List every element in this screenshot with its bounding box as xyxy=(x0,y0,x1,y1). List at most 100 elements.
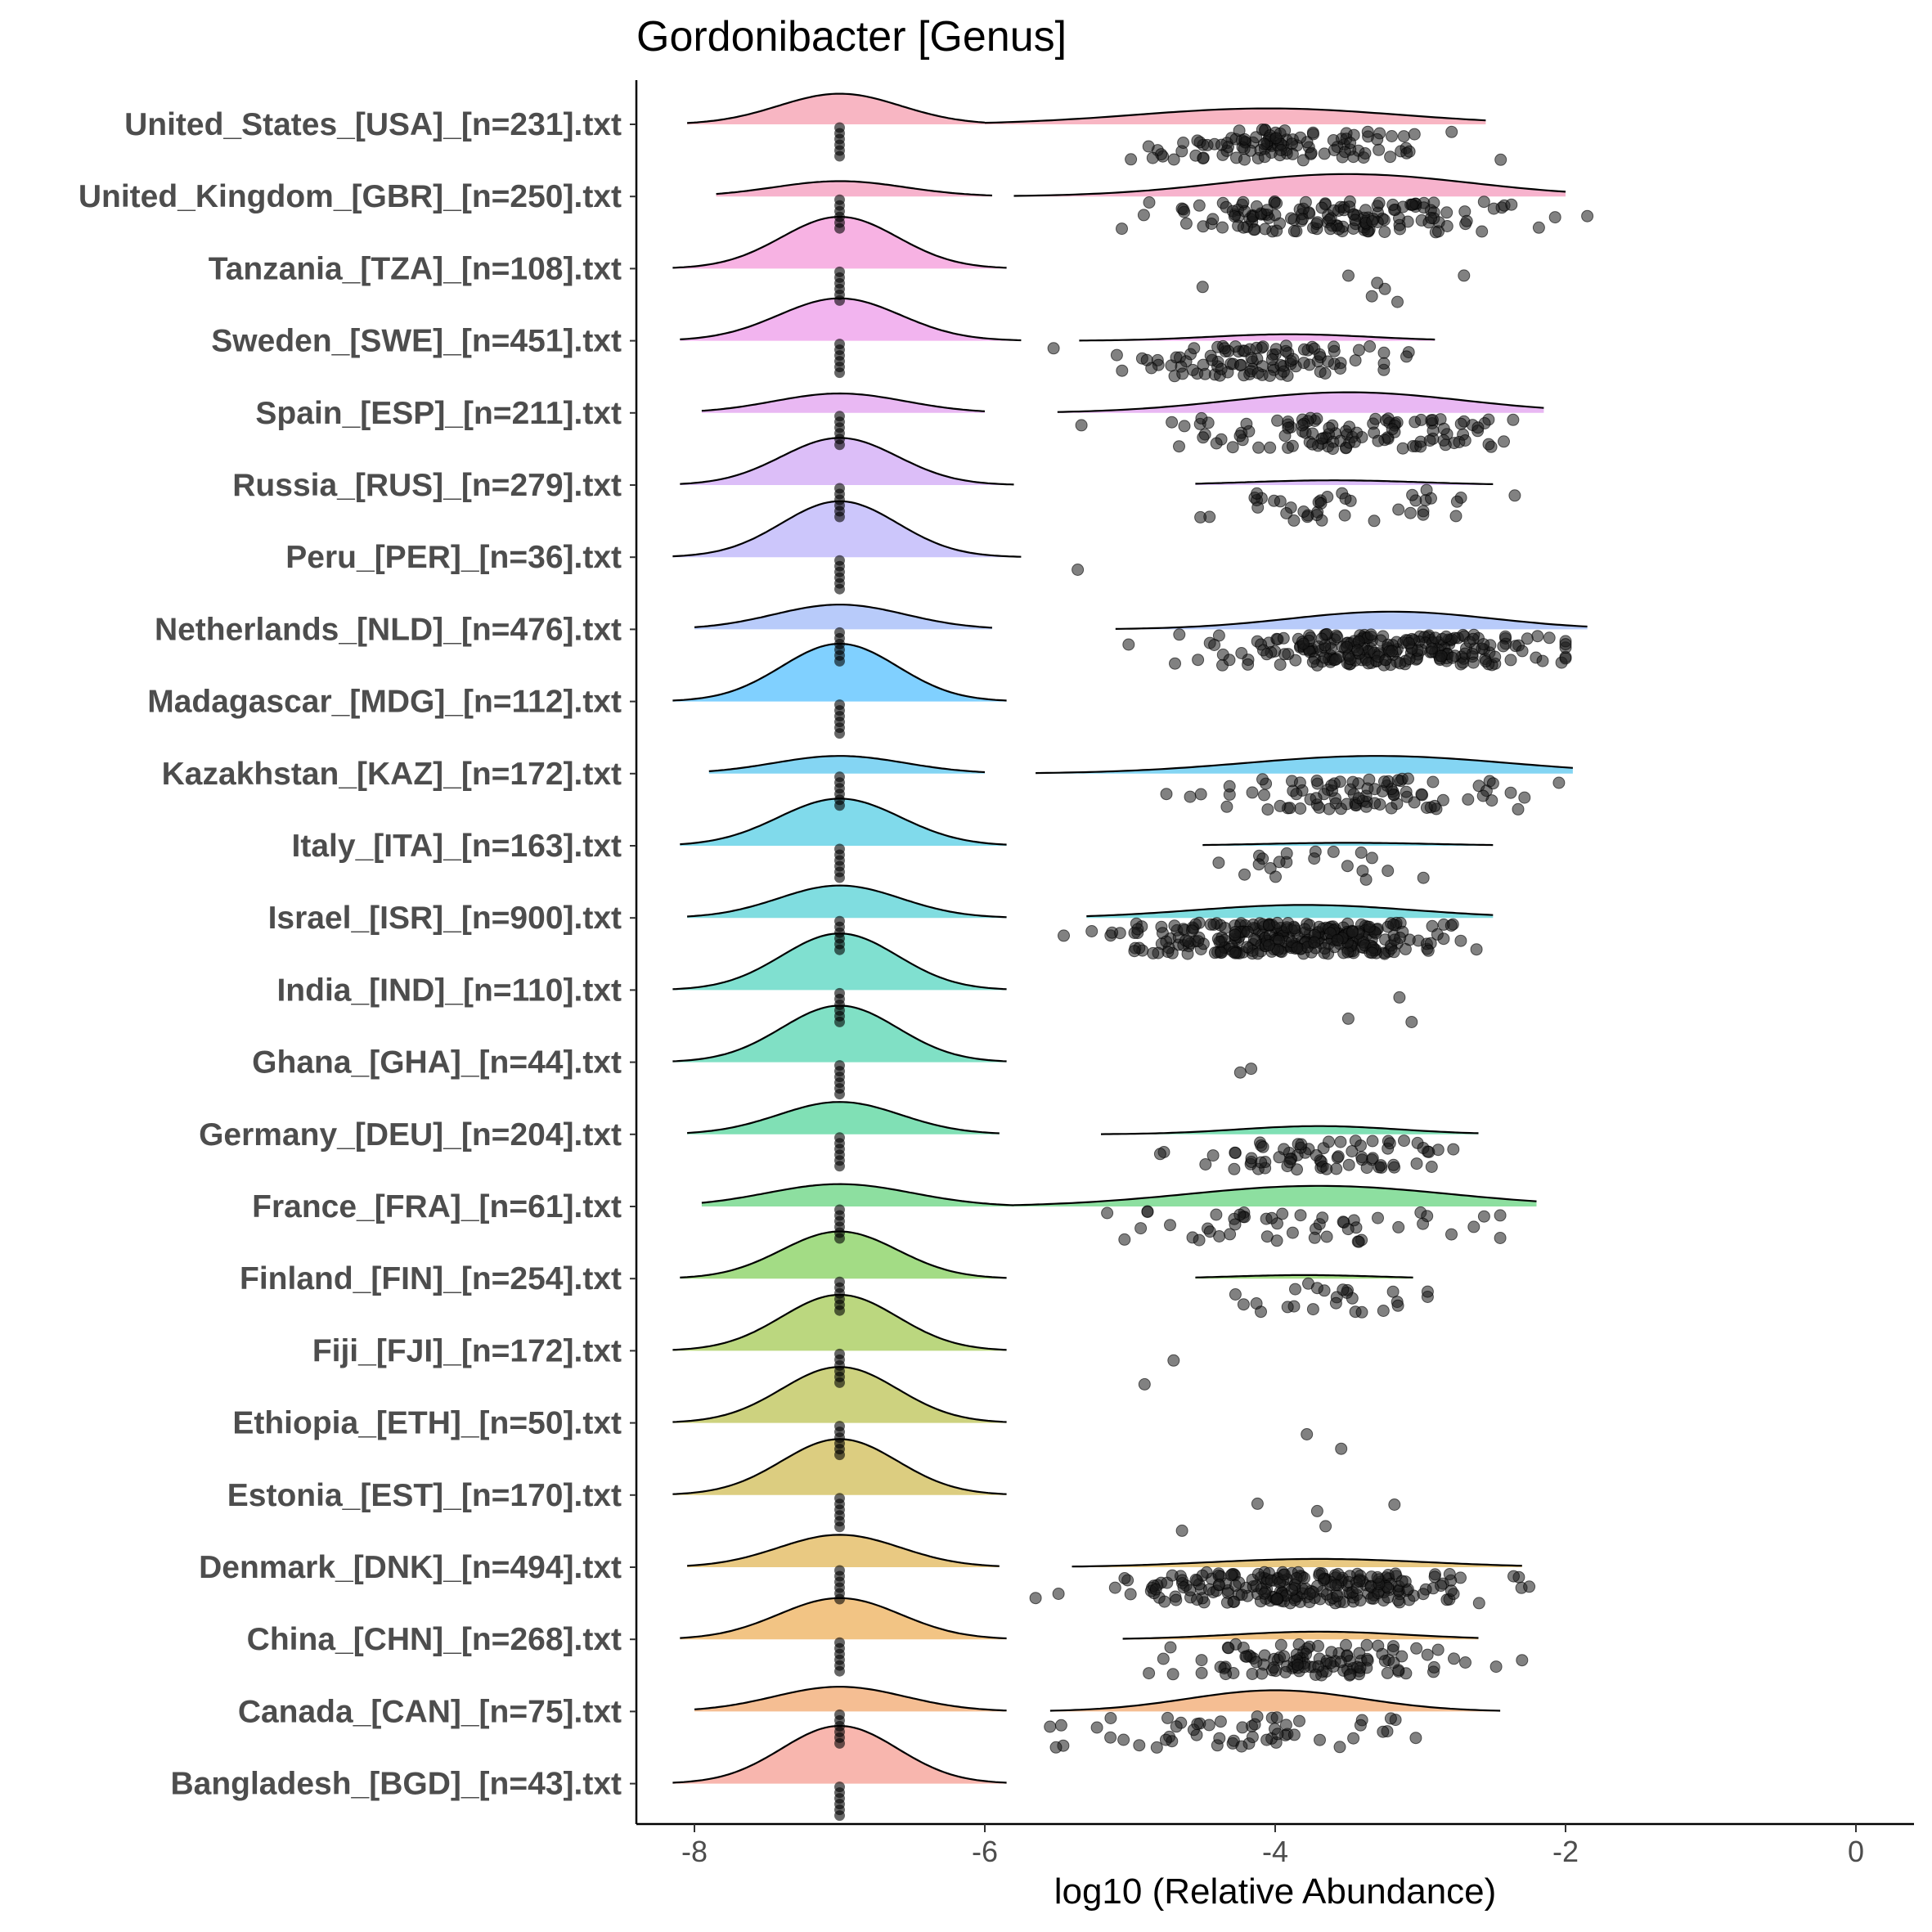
density-line-4-0 xyxy=(701,392,986,412)
data-point xyxy=(1437,932,1450,946)
data-point xyxy=(1330,1162,1343,1175)
data-point xyxy=(1489,1660,1503,1674)
data-point xyxy=(1386,198,1400,211)
data-point xyxy=(1521,632,1534,645)
density-line-15-1 xyxy=(1013,1184,1537,1206)
data-point xyxy=(1346,1145,1359,1157)
data-point xyxy=(1341,1223,1355,1236)
density-fill-17-0 xyxy=(672,1295,1007,1351)
density-fill-13-0 xyxy=(672,1005,1007,1063)
data-point xyxy=(1487,202,1500,215)
data-point xyxy=(1392,1220,1405,1233)
data-point xyxy=(1238,344,1251,357)
data-point xyxy=(1167,1354,1180,1367)
data-point xyxy=(1354,1594,1367,1607)
y-tick-label: Russia_[RUS]_[n=279].txt xyxy=(232,468,622,503)
data-point xyxy=(1133,1739,1146,1752)
data-point xyxy=(1186,924,1198,937)
data-point xyxy=(1280,507,1293,519)
data-point xyxy=(1192,654,1205,667)
data-point xyxy=(1191,1718,1204,1731)
zero-point xyxy=(834,1305,845,1316)
data-point xyxy=(1264,441,1277,454)
data-point xyxy=(1436,793,1449,806)
data-point xyxy=(1195,411,1208,425)
density-line-4-1 xyxy=(1057,391,1544,413)
data-point xyxy=(1281,1301,1294,1314)
data-point xyxy=(1213,1230,1226,1242)
data-point xyxy=(1381,1666,1394,1679)
zero-point xyxy=(834,1233,845,1244)
data-point xyxy=(1170,1720,1183,1733)
data-point xyxy=(1178,420,1191,433)
data-point xyxy=(1287,514,1301,527)
density-line-21-1 xyxy=(1122,1630,1479,1640)
data-point xyxy=(1173,628,1186,641)
data-point xyxy=(1523,1580,1536,1593)
data-point xyxy=(1058,929,1070,942)
density-line-14-1 xyxy=(1100,1125,1479,1135)
data-point xyxy=(1368,514,1381,528)
data-point xyxy=(1365,290,1378,303)
data-point xyxy=(1341,640,1354,654)
data-point xyxy=(1420,483,1433,496)
density-fill-5-0 xyxy=(680,438,1014,485)
data-point xyxy=(1352,792,1365,805)
data-point xyxy=(1216,221,1229,234)
data-point xyxy=(1228,210,1241,222)
data-point xyxy=(1414,413,1427,426)
data-point xyxy=(1167,153,1180,166)
zero-point xyxy=(834,1089,845,1100)
data-point xyxy=(1347,1732,1360,1745)
data-point xyxy=(1297,357,1310,370)
density-line-7-1 xyxy=(1115,610,1588,630)
data-point xyxy=(1415,788,1428,801)
data-point xyxy=(1361,1654,1374,1667)
data-point xyxy=(1371,276,1384,290)
data-point xyxy=(1260,648,1274,661)
density-fill-4-0 xyxy=(701,393,985,413)
data-point xyxy=(1252,441,1265,454)
data-point xyxy=(1386,1643,1400,1656)
density-line-0-1 xyxy=(984,107,1486,124)
data-point xyxy=(1486,777,1499,790)
y-tick-label: Israel_[ISR]_[n=900].txt xyxy=(268,901,622,936)
zero-point xyxy=(834,367,845,379)
data-point xyxy=(1177,203,1190,216)
data-point xyxy=(1195,1666,1208,1679)
density-line-9-0 xyxy=(708,755,986,774)
data-point xyxy=(1192,935,1205,948)
data-point xyxy=(1422,944,1435,957)
data-point xyxy=(1403,145,1416,158)
data-point xyxy=(1341,1012,1355,1025)
data-point xyxy=(1235,647,1248,659)
data-point xyxy=(1246,786,1259,799)
data-point xyxy=(1334,362,1347,375)
data-point xyxy=(1160,788,1173,801)
data-point xyxy=(1359,204,1372,217)
y-tick-label: Denmark_[DNK]_[n=494].txt xyxy=(199,1550,622,1585)
data-point xyxy=(1134,1222,1148,1235)
data-point xyxy=(1476,789,1489,802)
data-point xyxy=(1363,920,1376,933)
data-point xyxy=(1206,213,1220,226)
data-point xyxy=(1494,1209,1507,1222)
data-point xyxy=(1233,1208,1247,1221)
chart-title: Gordonibacter [Genus] xyxy=(636,13,1067,61)
data-point xyxy=(1443,1568,1456,1580)
data-point xyxy=(1427,775,1440,789)
data-point xyxy=(1331,1589,1344,1602)
data-point xyxy=(1161,1711,1174,1724)
data-point xyxy=(1329,654,1341,667)
data-point xyxy=(1445,1228,1458,1241)
data-point xyxy=(1311,216,1324,229)
density-fill-20-0 xyxy=(687,1534,1000,1567)
data-point xyxy=(1482,438,1495,451)
density-line-16-1 xyxy=(1195,1274,1413,1278)
data-point xyxy=(1220,1668,1233,1681)
data-point xyxy=(1543,631,1556,645)
data-point xyxy=(1323,1135,1335,1148)
data-point xyxy=(1445,1584,1458,1597)
data-point xyxy=(1410,1642,1423,1655)
